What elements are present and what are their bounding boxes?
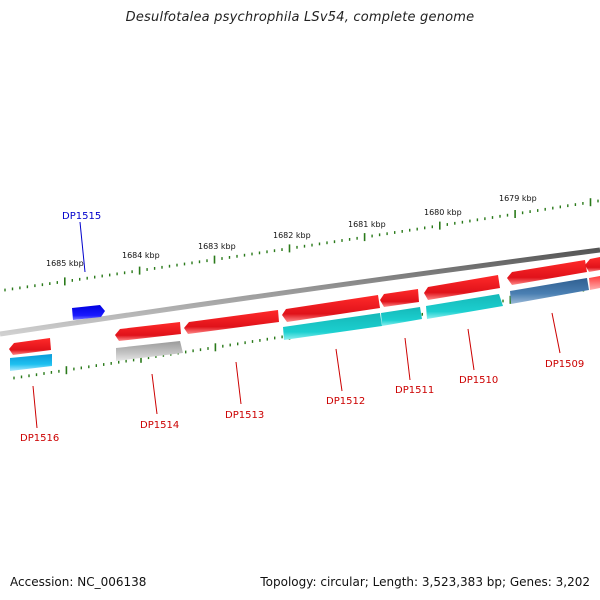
kbp-label-1679: 1679 kbp: [499, 194, 537, 203]
gene-label-dp1511[interactable]: DP1511: [395, 385, 434, 396]
gene-edge-reverse[interactable]: [589, 276, 600, 290]
genome-backbone: [0, 247, 600, 337]
gene-dp1516-reverse[interactable]: [10, 354, 52, 371]
reverse-genes: [10, 276, 600, 371]
label-leader-lines: [32, 221, 561, 429]
kbp-labels: 1685 kbp 1684 kbp 1683 kbp 1682 kbp 1681…: [46, 194, 537, 268]
gene-dp1509-forward[interactable]: [507, 260, 587, 285]
kbp-label-1683: 1683 kbp: [198, 242, 236, 251]
gene-dp1515[interactable]: [72, 305, 105, 320]
gene-dp1509-reverse[interactable]: [510, 278, 589, 304]
gene-dp1511-forward[interactable]: [380, 289, 419, 307]
gene-label-dp1515[interactable]: DP1515: [62, 211, 101, 222]
gene-label-dp1513[interactable]: DP1513: [225, 410, 264, 421]
kbp-label-1685: 1685 kbp: [46, 259, 84, 268]
gene-label-dp1510[interactable]: DP1510: [459, 375, 498, 386]
gene-dp1511-reverse[interactable]: [381, 307, 422, 326]
gene-label-dp1514[interactable]: DP1514: [140, 420, 179, 431]
gene-label-dp1512[interactable]: DP1512: [326, 396, 365, 407]
gene-dp1510-forward[interactable]: [424, 275, 500, 300]
outer-tick-marks: [4, 198, 599, 292]
gene-labels: DP1515 DP1516 DP1514 DP1513 DP1512 DP151…: [20, 211, 584, 444]
kbp-label-1680: 1680 kbp: [424, 208, 462, 217]
gene-dp1516-forward[interactable]: [9, 338, 51, 355]
gene-dp1513-forward[interactable]: [184, 310, 279, 334]
map-title: Desulfotalea psychrophila LSv54, complet…: [125, 10, 475, 25]
kbp-label-1681: 1681 kbp: [348, 220, 386, 229]
gene-dp1514-reverse[interactable]: [116, 341, 183, 361]
forward-genes: [9, 257, 600, 355]
kbp-label-1682: 1682 kbp: [273, 231, 311, 240]
gene-dp1512-reverse[interactable]: [283, 313, 382, 340]
gene-dp1514-forward[interactable]: [115, 322, 181, 341]
gene-label-dp1509[interactable]: DP1509: [545, 359, 584, 370]
kbp-label-1684: 1684 kbp: [122, 251, 160, 260]
gene-edge-forward[interactable]: [585, 257, 600, 272]
topology-text: Topology: circular; Length: 3,523,383 bp…: [260, 575, 590, 589]
gene-label-dp1516[interactable]: DP1516: [20, 433, 59, 444]
accession-text: Accession: NC_006138: [10, 575, 147, 589]
gene-dp1512-forward[interactable]: [282, 295, 380, 322]
gene-dp1510-reverse[interactable]: [426, 294, 503, 319]
